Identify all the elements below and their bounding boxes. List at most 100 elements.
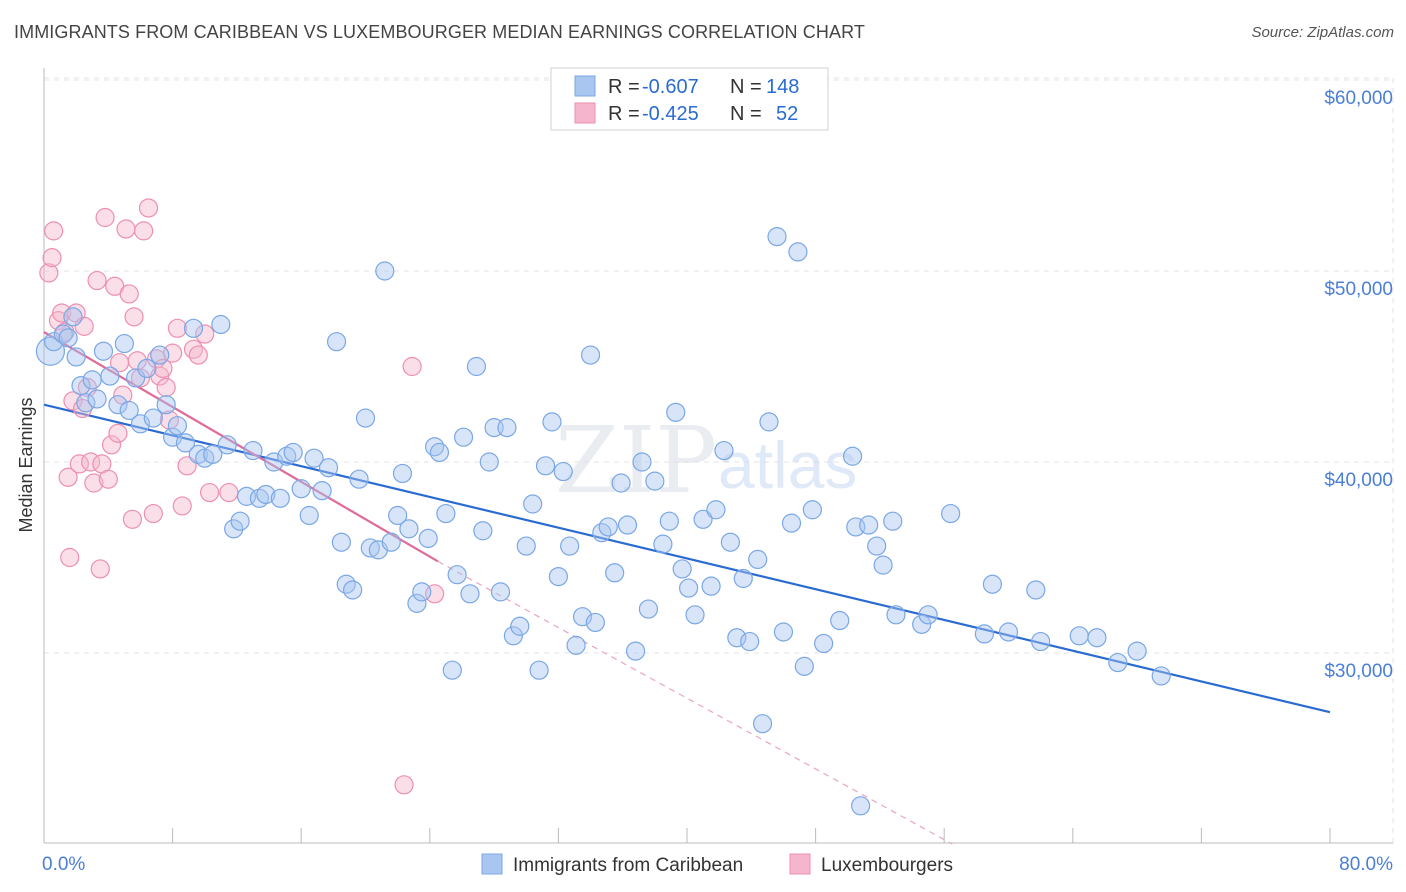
luxembourgers-point bbox=[199, 482, 220, 503]
caribbean-point bbox=[535, 456, 556, 476]
caribbean-point bbox=[490, 582, 511, 602]
caribbean-point bbox=[830, 610, 850, 631]
caribbean-point bbox=[114, 333, 134, 354]
caribbean-point bbox=[706, 500, 726, 520]
luxembourgers-point bbox=[60, 547, 80, 568]
luxembourgers-point bbox=[95, 207, 115, 228]
caribbean-point bbox=[143, 408, 163, 428]
caribbean-point bbox=[767, 227, 787, 247]
bottom-legend-swatch-caribbean bbox=[481, 853, 503, 875]
legend-n-value-2: 52 bbox=[776, 103, 798, 125]
caribbean-point bbox=[331, 532, 351, 552]
caribbean-point bbox=[998, 622, 1019, 642]
caribbean-point bbox=[733, 568, 753, 589]
caribbean-point bbox=[1151, 666, 1171, 686]
caribbean-point bbox=[748, 549, 768, 570]
y-axis-label: Median Earnings bbox=[16, 397, 36, 532]
caribbean-point bbox=[156, 395, 176, 415]
caribbean-point bbox=[918, 605, 938, 625]
caribbean-point bbox=[503, 626, 523, 646]
caribbean-point bbox=[1087, 628, 1107, 648]
caribbean-point bbox=[1031, 631, 1051, 652]
caribbean-point bbox=[63, 307, 83, 327]
caribbean-point bbox=[407, 593, 427, 613]
luxembourgers-point bbox=[394, 775, 414, 795]
caribbean-point bbox=[93, 341, 114, 361]
luxembourgers-point bbox=[101, 435, 122, 455]
luxembourgers-point bbox=[122, 509, 143, 529]
caribbean-point bbox=[714, 440, 734, 461]
caribbean-point bbox=[851, 796, 871, 816]
watermark: ZIP bbox=[555, 407, 717, 514]
caribbean-point bbox=[685, 605, 705, 625]
caribbean-point bbox=[666, 402, 686, 422]
legend-swatch-luxembourgers bbox=[574, 102, 596, 124]
caribbean-point bbox=[653, 534, 673, 554]
caribbean-point bbox=[548, 566, 569, 587]
caribbean-point bbox=[412, 582, 432, 602]
caribbean-point bbox=[211, 314, 231, 335]
caribbean-point bbox=[912, 614, 932, 634]
caribbean-point bbox=[343, 580, 363, 600]
caribbean-point bbox=[355, 408, 376, 428]
caribbean-point bbox=[611, 473, 631, 493]
caribbean-point bbox=[788, 242, 808, 262]
luxembourgers-point bbox=[58, 467, 78, 487]
caribbean-point bbox=[230, 511, 250, 531]
caribbean-point bbox=[632, 452, 652, 472]
caribbean-point bbox=[659, 511, 679, 531]
caribbean-point bbox=[217, 435, 237, 455]
caribbean-point bbox=[183, 318, 204, 338]
caribbean-point bbox=[759, 412, 779, 432]
caribbean-point bbox=[553, 461, 573, 482]
caribbean-point bbox=[625, 641, 646, 661]
caribbean-point bbox=[867, 536, 887, 556]
bottom-legend-luxembourgers: Luxembourgers bbox=[821, 855, 953, 876]
legend-swatch-caribbean bbox=[574, 75, 596, 97]
caribbean-point bbox=[283, 442, 303, 463]
luxembourgers-point bbox=[119, 284, 139, 304]
caribbean-point bbox=[638, 599, 659, 619]
luxembourgers-point bbox=[84, 473, 104, 493]
caribbean-point bbox=[137, 358, 157, 379]
bottom-legend-caribbean: Immigrants from Caribbean bbox=[513, 855, 743, 876]
caribbean-point bbox=[1108, 652, 1128, 673]
bottom-legend: Immigrants from Caribbean Luxembourgers bbox=[481, 853, 953, 876]
bottom-legend-swatch-luxembourgers bbox=[789, 853, 811, 875]
legend-n-label-2: N = bbox=[730, 103, 762, 125]
y-tick-40000: $40,000 bbox=[1324, 470, 1393, 491]
legend-r-label-2: R = bbox=[608, 103, 640, 125]
caribbean-point bbox=[617, 515, 638, 535]
caribbean-point bbox=[542, 412, 562, 432]
caribbean-point bbox=[523, 494, 543, 514]
caribbean-point bbox=[243, 440, 263, 461]
luxembourgers-point bbox=[219, 482, 239, 503]
x-tick-min: 0.0% bbox=[42, 854, 85, 875]
caribbean-point bbox=[203, 444, 223, 464]
legend-n-label-1: N = bbox=[730, 76, 762, 98]
caribbean-point bbox=[781, 513, 802, 533]
caribbean-point bbox=[1127, 641, 1147, 661]
legend-box: R = -0.607 N = 148 R = -0.425 N = 52 bbox=[550, 67, 829, 131]
caribbean-point bbox=[842, 446, 863, 466]
caribbean-point bbox=[318, 458, 339, 478]
luxembourgers-point bbox=[402, 356, 422, 377]
luxembourgers-point bbox=[172, 496, 192, 516]
caribbean-point bbox=[773, 622, 794, 642]
caribbean-point bbox=[82, 370, 102, 390]
caribbean-point bbox=[466, 356, 487, 377]
watermark-atlas: atlas bbox=[718, 428, 857, 502]
luxembourgers-point bbox=[143, 503, 163, 524]
caribbean-point bbox=[883, 511, 903, 531]
caribbean-point bbox=[802, 500, 822, 520]
luxembourgers-point bbox=[195, 324, 215, 344]
caribbean-point bbox=[1026, 580, 1046, 600]
caribbean-point bbox=[720, 532, 741, 552]
caribbean-point bbox=[87, 389, 107, 409]
caribbean-point bbox=[752, 714, 773, 734]
caribbean-point bbox=[529, 660, 549, 680]
legend-r-value-2: -0.425 bbox=[642, 103, 699, 125]
caribbean-point bbox=[497, 418, 517, 438]
caribbean-point bbox=[76, 393, 96, 413]
